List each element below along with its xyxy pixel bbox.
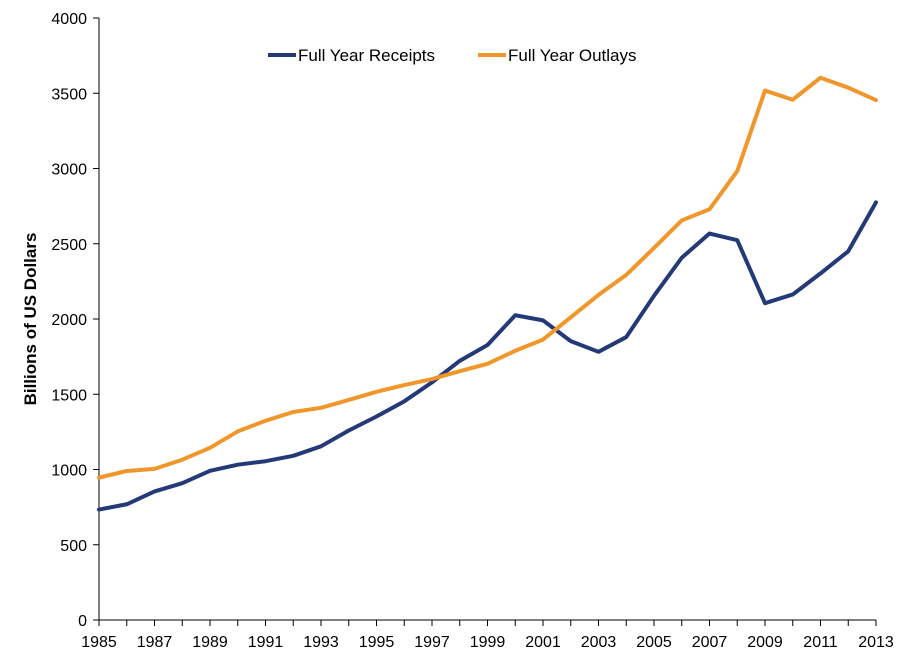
x-tick-label: 2005 [636, 634, 672, 651]
x-tick-label: 2001 [525, 634, 561, 651]
y-tick-label: 1000 [51, 463, 87, 480]
y-tick-label: 1500 [51, 387, 87, 404]
x-tick-label: 1995 [359, 634, 395, 651]
x-tick-label: 1999 [470, 634, 506, 651]
legend-label: Full Year Outlays [508, 46, 637, 65]
x-tick-label: 1991 [248, 634, 284, 651]
legend-label: Full Year Receipts [298, 46, 435, 65]
x-tick-label: 1985 [81, 634, 117, 651]
series-line-receipts [97, 200, 878, 512]
x-tick-label: 2011 [803, 634, 838, 651]
legend-item: Full Year Outlays [478, 46, 637, 65]
series-lines [97, 75, 878, 512]
y-tick-label: 500 [60, 538, 87, 555]
x-axis-ticks: 1985 1987 1989 1991 1993 1995 1997 1999 2001 2003… [81, 620, 894, 651]
x-tick-label: 1997 [414, 634, 450, 651]
x-tick-label: 2003 [581, 634, 617, 651]
x-tick-label: 1987 [137, 634, 173, 651]
x-tick-label: 2007 [692, 634, 728, 651]
y-tick-label: 2000 [51, 312, 87, 329]
x-tick-label: 2009 [747, 634, 783, 651]
x-tick-label: 2013 [858, 634, 894, 651]
series-line-outlays [97, 75, 878, 480]
y-tick-label: 2500 [51, 237, 87, 254]
y-tick-label: 3500 [51, 86, 87, 103]
legend-item: Full Year Receipts [268, 46, 435, 65]
x-tick-label: 1993 [303, 634, 339, 651]
y-tick-label: 4000 [51, 11, 87, 28]
y-axis-title: Billions of US Dollars [21, 233, 40, 406]
legend: Full Year Receipts Full Year Outlays [268, 46, 637, 65]
y-axis-ticks: 0 500 1000 1500 2000 2500 3000 3500 4000 [51, 11, 99, 630]
x-tick-label: 1989 [192, 634, 228, 651]
y-tick-label: 3000 [51, 162, 87, 179]
y-tick-label: 0 [78, 613, 87, 630]
